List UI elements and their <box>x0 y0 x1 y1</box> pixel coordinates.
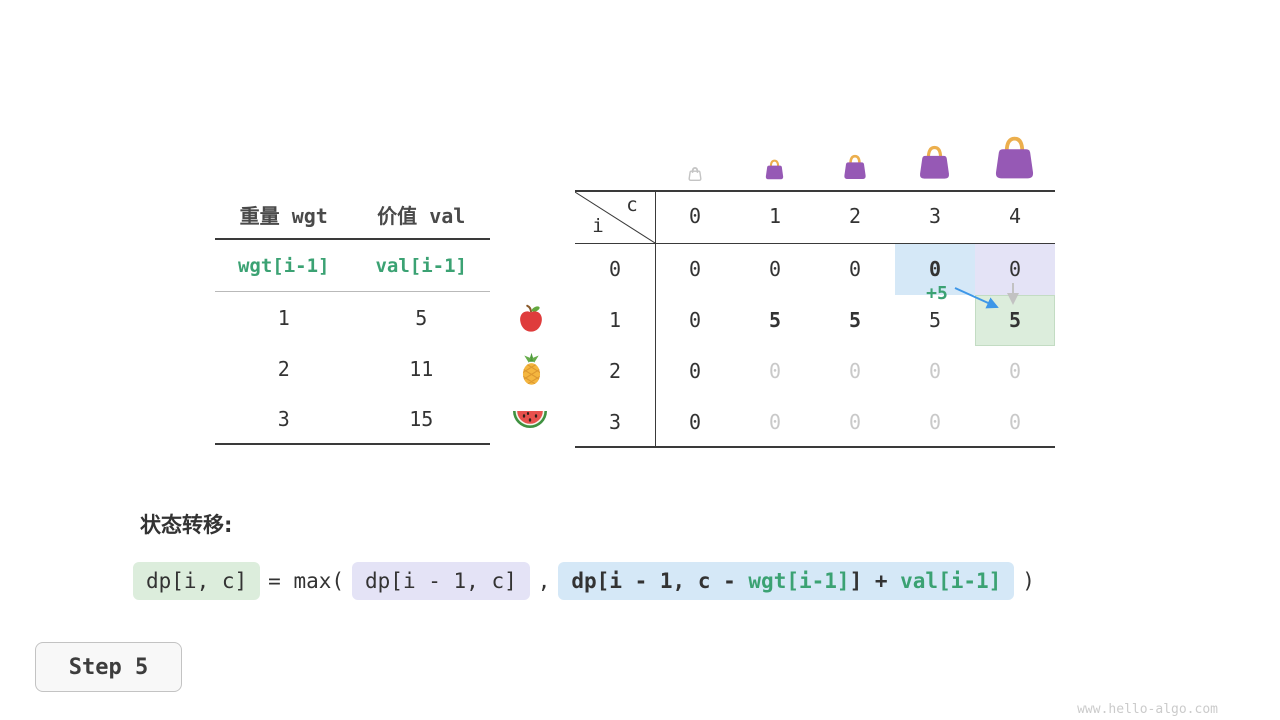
weight-value-header-row: 重量 wgt 价值 val <box>215 190 490 240</box>
bag-small-icon <box>765 159 784 180</box>
plus-value-annotation: +5 <box>926 283 948 304</box>
formula-comma: , <box>537 569 551 593</box>
dp-cell: 0 <box>848 359 862 383</box>
take-item-arrow-blue-icon <box>954 287 999 309</box>
bag-empty-icon <box>688 167 702 181</box>
value-cell: 5 <box>415 305 428 330</box>
weight-value-rows: 1 5 2 11 3 15 <box>215 292 490 445</box>
val-column-header: 价值 val <box>377 203 466 228</box>
formula-take-item-part: wgt[i-1] <box>748 569 850 593</box>
dp-cell: 0 <box>768 410 782 434</box>
weight-value-row: 2 11 <box>215 343 490 394</box>
capacity-axis-label: c <box>626 194 638 216</box>
bag-xlarge-icon <box>995 136 1034 179</box>
dp-table-left-column-divider <box>655 190 656 448</box>
weight-value-table: 重量 wgt 价值 val wgt[i-1] val[i-1] 1 5 2 11 3 15 <box>215 190 490 445</box>
dp-table-header-divider <box>575 243 1055 244</box>
dp-cell: 0 <box>928 257 942 281</box>
dp-cell: 5 <box>928 308 942 332</box>
transition-arrows <box>954 283 1019 309</box>
step-badge: Step 5 <box>35 642 182 692</box>
dp-cell: 0 <box>928 410 942 434</box>
dp-cell-highlight-blue <box>895 244 975 295</box>
dp-row-label: 3 <box>608 410 622 434</box>
dp-cell: 0 <box>1008 359 1022 383</box>
watermark: www.hello-algo.com <box>1077 702 1218 717</box>
dp-table-bottom-border <box>575 446 1055 448</box>
dp-cell: 0 <box>1008 257 1022 281</box>
formula-take-item-part: ] + <box>849 569 901 593</box>
dp-cell: 0 <box>1008 410 1022 434</box>
weight-value-row: 3 15 <box>215 394 490 445</box>
dp-col-header: 2 <box>848 204 862 228</box>
dp-cell: 0 <box>688 308 702 332</box>
dp-table: c i +5 0 1 2 3 4 0 0 0 0 0 0 1 0 5 5 5 5 2 0 0 0 0 0 3 0 0 0 0 0 <box>575 190 1055 448</box>
state-transition-label: 状态转移: <box>140 513 233 537</box>
dp-col-header: 3 <box>928 204 942 228</box>
dp-col-header: 1 <box>768 204 782 228</box>
state-transition-formula: dp[i, c] = max( dp[i - 1, c] , dp[i - 1,… <box>133 559 1043 603</box>
dp-table-top-border <box>575 190 1055 192</box>
dp-cell: 0 <box>768 359 782 383</box>
dp-cell: 0 <box>928 359 942 383</box>
dp-cell-highlight-lavender <box>975 244 1055 295</box>
formula-dp-current-box: dp[i, c] <box>133 562 261 600</box>
formula-take-item-part: val[i-1] <box>900 569 1002 593</box>
dp-cell: 0 <box>688 359 702 383</box>
weight-cell: 1 <box>277 305 290 330</box>
dp-cell: 5 <box>768 308 782 332</box>
bag-medium-icon <box>844 154 866 180</box>
dp-cell: 0 <box>848 257 862 281</box>
val-symbol: val[i-1] <box>375 254 467 277</box>
wgt-symbol: wgt[i-1] <box>237 254 330 277</box>
value-cell: 15 <box>409 406 434 431</box>
dp-col-header: 0 <box>688 204 702 228</box>
dp-cell: 5 <box>848 308 862 332</box>
dp-row-label: 2 <box>608 359 622 383</box>
pineapple-icon <box>522 352 541 385</box>
formula-take-item-box: dp[i - 1, c - wgt[i-1]] + val[i-1] <box>558 562 1015 600</box>
wgt-column-header: 重量 wgt <box>239 203 328 228</box>
weight-cell: 2 <box>277 356 290 381</box>
formula-take-item-part: dp[i - 1, c - <box>571 569 749 593</box>
formula-skip-item-box: dp[i - 1, c] <box>352 562 530 600</box>
apple-icon <box>520 304 542 332</box>
dp-row-label: 0 <box>608 257 622 281</box>
dp-cell: 0 <box>688 257 702 281</box>
formula-equals-max: = max( <box>268 569 345 593</box>
formula-symbols-row: wgt[i-1] val[i-1] <box>215 240 490 292</box>
value-cell: 11 <box>409 356 434 381</box>
dp-cell: 0 <box>688 410 702 434</box>
dp-cell: 5 <box>1008 308 1022 332</box>
weight-cell: 3 <box>277 406 290 431</box>
dp-cell: 0 <box>848 410 862 434</box>
dp-col-header: 4 <box>1008 204 1022 228</box>
formula-close-paren: ) <box>1022 569 1035 593</box>
bag-large-icon <box>919 145 950 179</box>
dp-cell: 0 <box>768 257 782 281</box>
item-axis-label: i <box>592 215 604 237</box>
corner-diagonal-divider <box>575 191 655 243</box>
dp-row-label: 1 <box>608 308 622 332</box>
watermelon-icon <box>513 411 547 428</box>
